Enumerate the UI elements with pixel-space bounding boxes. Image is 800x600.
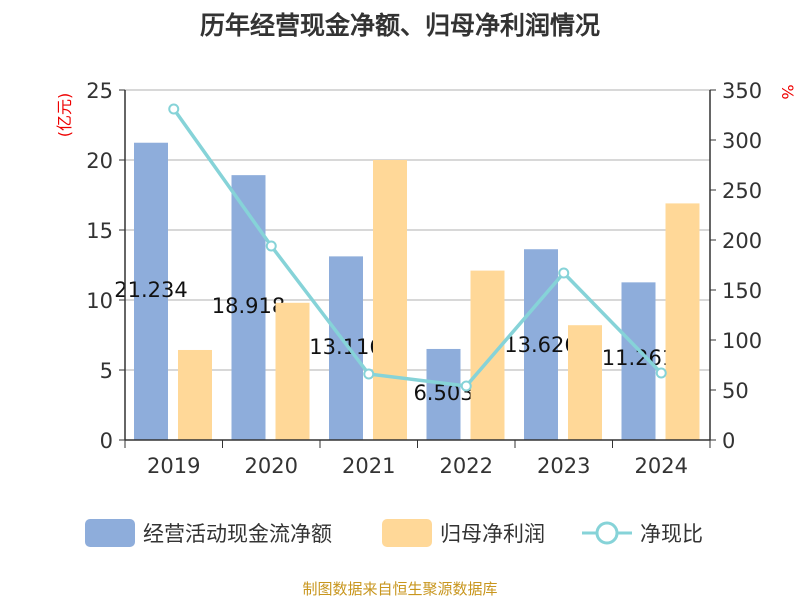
data-label: 13.626 (504, 333, 577, 357)
y2-tick-label: 250 (722, 179, 762, 203)
x-tick-label: 2021 (342, 454, 395, 478)
point-ratio (655, 367, 667, 379)
y2-tick-label: 50 (722, 379, 749, 403)
y2-tick-label: 300 (722, 129, 762, 153)
x-tick-label: 2020 (245, 454, 298, 478)
x-tick-label: 2022 (440, 454, 493, 478)
data-label: 18.918 (212, 294, 285, 318)
y2-tick-label: 0 (722, 429, 735, 453)
y-axis-label: (亿元) (55, 93, 74, 138)
y2-axis-label: % (778, 84, 797, 99)
y-tick-label: 10 (86, 289, 113, 313)
legend-line-marker (582, 521, 632, 545)
y2-tick-label: 350 (722, 79, 762, 103)
y-tick-label: 5 (100, 359, 113, 383)
bar-cash-flow (231, 175, 266, 440)
y-tick-label: 20 (86, 149, 113, 173)
line-ratio (172, 107, 663, 388)
bar-net-profit (373, 160, 407, 440)
bar-cash-flow (524, 249, 558, 440)
bar-cash-flow (134, 142, 168, 440)
bar-cash-flow (426, 348, 461, 440)
point-ratio (558, 267, 570, 279)
source-note: 制图数据来自恒生聚源数据库 (302, 580, 498, 598)
y-tick-label: 0 (100, 429, 113, 453)
data-label: 21.234 (114, 278, 187, 302)
chart-title: 历年经营现金净额、归母净利润情况 (199, 11, 600, 40)
y-tick-label: 15 (86, 219, 113, 243)
x-tick-label: 2024 (635, 454, 688, 478)
point-ratio (168, 103, 180, 115)
x-tick-label: 2019 (147, 454, 200, 478)
point-ratio (265, 240, 277, 252)
point-ratio (363, 368, 375, 380)
legend-label: 归母净利润 (440, 522, 545, 546)
legend-label: 净现比 (640, 522, 703, 546)
bar-cash-flow (329, 256, 363, 440)
legend-swatch (85, 519, 135, 547)
y2-tick-label: 100 (722, 329, 762, 353)
bar-net-profit (178, 349, 212, 440)
bar-net-profit (275, 302, 310, 440)
bar-net-profit (568, 325, 602, 440)
y-tick-label: 25 (86, 79, 113, 103)
y2-tick-label: 150 (722, 279, 762, 303)
legend-swatch (382, 519, 432, 547)
bar-net-profit (470, 270, 505, 440)
x-tick-label: 2023 (537, 454, 590, 478)
legend-item-ratio[interactable]: 净现比 (582, 518, 703, 548)
legend-label: 经营活动现金流净额 (143, 522, 332, 546)
point-ratio (460, 380, 472, 392)
bar-net-profit (665, 203, 700, 440)
legend-item-cash-flow[interactable]: 经营活动现金流净额 (85, 518, 332, 548)
legend-item-net-profit[interactable]: 归母净利润 (382, 518, 545, 548)
y2-tick-label: 200 (722, 229, 762, 253)
